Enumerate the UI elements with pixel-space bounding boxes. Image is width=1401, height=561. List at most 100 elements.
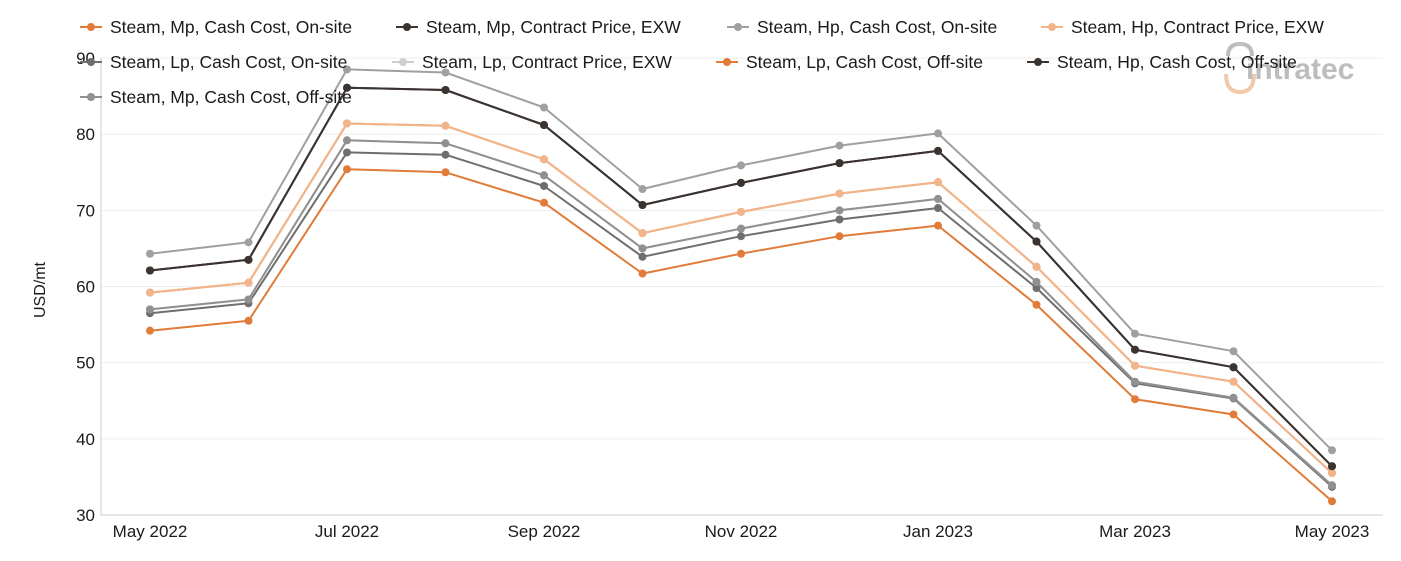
legend-item: Steam, Lp, Cash Cost, Off-site <box>716 52 983 72</box>
data-point <box>1131 345 1139 354</box>
data-point <box>540 198 548 207</box>
data-point <box>343 165 351 174</box>
legend: Steam, Mp, Cash Cost, On-site Steam, Mp, … <box>80 17 1324 107</box>
series <box>146 83 1336 471</box>
data-point <box>835 141 844 150</box>
data-point <box>1131 329 1139 338</box>
data-point <box>1229 410 1238 419</box>
data-point <box>540 155 548 164</box>
data-point <box>934 221 942 230</box>
data-point <box>1032 237 1041 246</box>
legend-swatch-marker <box>403 23 411 31</box>
data-point <box>1328 481 1336 490</box>
data-point <box>835 159 844 168</box>
series-line <box>149 139 1333 487</box>
data-point <box>737 232 745 241</box>
x-tick-label: Nov 2022 <box>705 522 778 541</box>
data-point <box>244 238 253 247</box>
series <box>146 148 1336 491</box>
series-line <box>149 139 1333 487</box>
x-tick-label: Sep 2022 <box>508 522 581 541</box>
data-point <box>638 244 647 253</box>
x-tick-label: Jul 2022 <box>315 522 379 541</box>
series <box>146 136 1336 490</box>
data-point <box>1131 361 1139 370</box>
data-point <box>737 178 745 187</box>
data-point <box>146 326 154 335</box>
data-point <box>1229 393 1238 402</box>
data-point <box>1131 395 1139 404</box>
data-point <box>1032 284 1041 293</box>
data-point <box>638 201 647 210</box>
legend-label: Steam, Lp, Cash Cost, On-site <box>110 52 347 72</box>
series-lines <box>146 65 1336 506</box>
data-point <box>146 288 154 297</box>
series <box>146 136 1336 490</box>
legend-item: Steam, Hp, Cash Cost, Off-site <box>1027 52 1297 72</box>
data-point <box>835 232 844 241</box>
data-point <box>835 206 844 215</box>
legend-swatch-marker <box>399 58 407 66</box>
data-point <box>540 181 548 190</box>
series-line <box>149 68 1333 452</box>
data-point <box>146 266 154 275</box>
series-line <box>149 122 1333 474</box>
legend-swatch-marker <box>87 58 95 66</box>
data-point <box>441 121 450 130</box>
legend-label: Steam, Mp, Cash Cost, Off-site <box>110 87 352 107</box>
y-axis-title: USD/mt <box>32 261 49 318</box>
data-point <box>934 178 942 187</box>
data-point <box>1328 462 1336 471</box>
data-point <box>835 215 844 224</box>
data-point <box>934 146 942 155</box>
data-point <box>244 278 253 287</box>
legend-item: Steam, Mp, Cash Cost, On-site <box>80 17 352 37</box>
data-point <box>934 129 942 138</box>
data-point <box>737 207 745 216</box>
data-point <box>1328 469 1336 478</box>
x-tick-label: Mar 2023 <box>1099 522 1171 541</box>
data-point <box>146 305 154 314</box>
data-point <box>1032 221 1041 230</box>
data-point <box>638 229 647 238</box>
series <box>146 119 1336 478</box>
data-point <box>343 148 351 157</box>
legend-item: Steam, Lp, Cash Cost, On-site <box>80 52 347 72</box>
y-tick-label: 80 <box>76 125 95 144</box>
legend-item: Steam, Mp, Contract Price, EXW <box>396 17 681 37</box>
y-tick-label: 60 <box>76 278 95 297</box>
y-tick-label: 50 <box>76 354 95 373</box>
series <box>146 65 1336 455</box>
legend-item: Steam, Hp, Cash Cost, On-site <box>727 17 997 37</box>
x-tick-labels: May 2022 Jul 2022 Sep 2022 Nov 2022 Jan 2023… <box>113 522 1370 541</box>
legend-label: Steam, Hp, Cash Cost, Off-site <box>1057 52 1297 72</box>
data-point <box>1032 300 1041 309</box>
series-line <box>149 86 1333 468</box>
legend-swatch-marker <box>734 23 742 31</box>
data-point <box>1229 377 1238 386</box>
data-point <box>1131 377 1139 386</box>
x-tick-label: May 2023 <box>1295 522 1370 541</box>
series <box>146 83 1336 471</box>
legend-item: Steam, Mp, Cash Cost, Off-site <box>80 87 352 107</box>
legend-item: Steam, Lp, Contract Price, EXW <box>392 52 672 72</box>
series-line <box>149 168 1333 503</box>
series-line <box>149 86 1333 468</box>
legend-label: Steam, Hp, Cash Cost, On-site <box>757 17 997 37</box>
legend-swatch-marker <box>723 58 731 66</box>
data-point <box>1032 277 1041 286</box>
legend-label: Steam, Mp, Cash Cost, On-site <box>110 17 352 37</box>
axes <box>100 58 1383 516</box>
data-point <box>441 139 450 148</box>
data-point <box>146 249 154 258</box>
data-point <box>441 68 450 77</box>
legend-swatch-marker <box>1034 58 1042 66</box>
data-point <box>540 121 548 130</box>
intratec-logo-text: intratec <box>1246 53 1354 86</box>
grid-lines <box>101 57 1383 440</box>
data-point <box>1229 363 1238 372</box>
y-tick-label: 70 <box>76 201 95 220</box>
data-point <box>835 189 844 198</box>
